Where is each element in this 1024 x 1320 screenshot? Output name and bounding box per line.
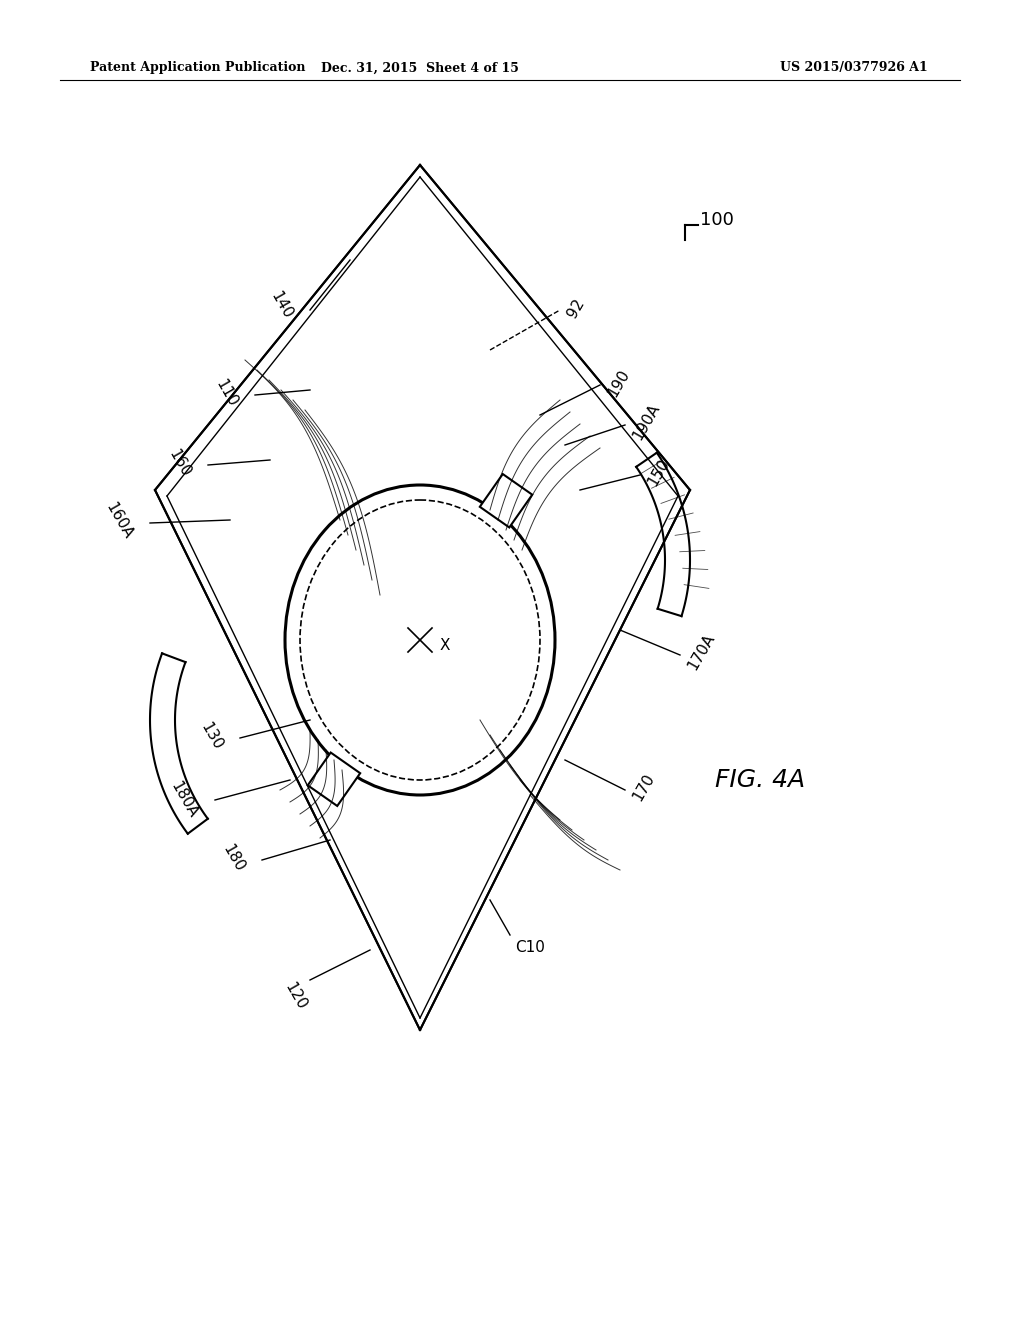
Text: X: X <box>440 638 451 652</box>
Text: 180A: 180A <box>167 779 200 821</box>
Text: 130: 130 <box>198 719 225 752</box>
Text: 190A: 190A <box>630 401 663 442</box>
Text: 140: 140 <box>267 289 295 321</box>
Text: 92: 92 <box>565 296 588 321</box>
Text: 170: 170 <box>630 771 657 804</box>
Text: 100: 100 <box>700 211 734 228</box>
Text: Dec. 31, 2015  Sheet 4 of 15: Dec. 31, 2015 Sheet 4 of 15 <box>322 62 519 74</box>
Text: C10: C10 <box>515 940 545 954</box>
Text: 170A: 170A <box>685 631 718 673</box>
Text: US 2015/0377926 A1: US 2015/0377926 A1 <box>780 62 928 74</box>
Text: 160: 160 <box>166 446 193 479</box>
Text: 120: 120 <box>282 979 308 1012</box>
Text: 150: 150 <box>645 455 673 488</box>
Polygon shape <box>480 474 532 528</box>
Polygon shape <box>308 752 360 807</box>
Text: 160A: 160A <box>102 500 135 541</box>
Text: 190: 190 <box>605 367 633 400</box>
Text: FIG. 4A: FIG. 4A <box>715 768 805 792</box>
Text: 180: 180 <box>219 842 247 874</box>
Text: Patent Application Publication: Patent Application Publication <box>90 62 305 74</box>
Text: 110: 110 <box>213 376 240 409</box>
